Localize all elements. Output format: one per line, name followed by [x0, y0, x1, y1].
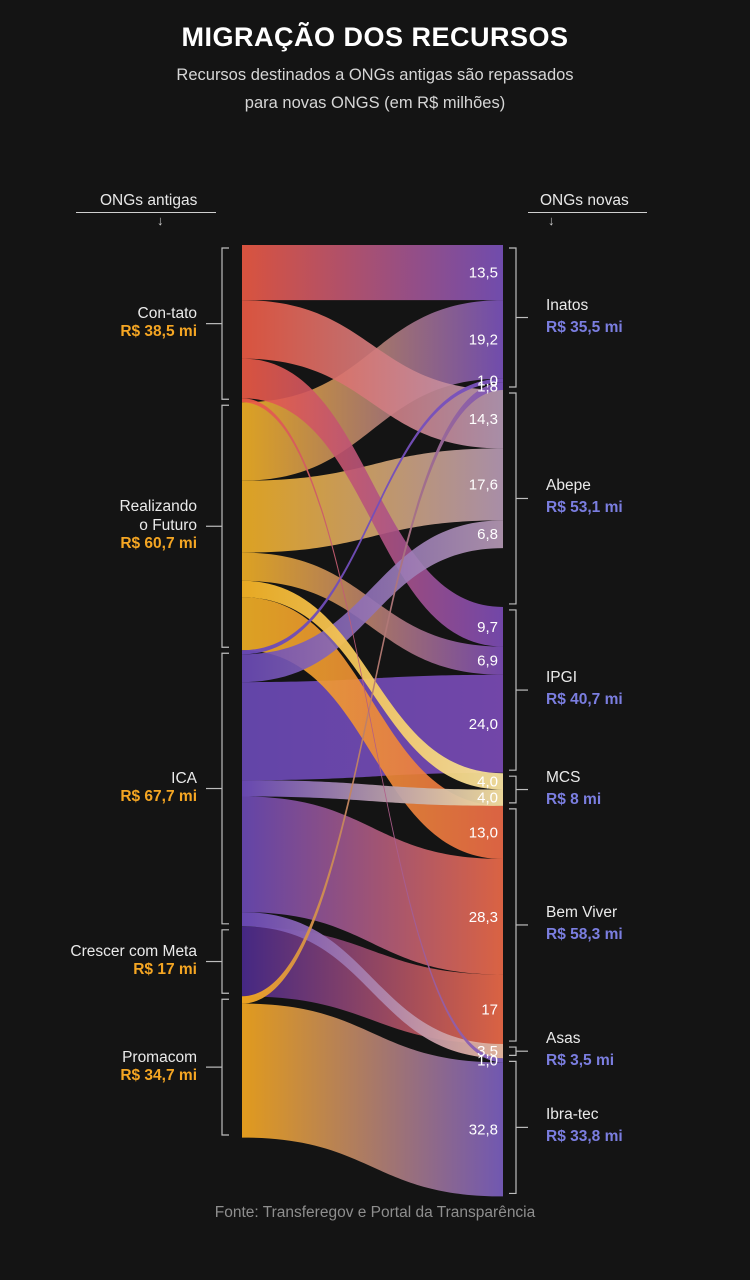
page-title: MIGRAÇÃO DOS RECURSOS — [181, 22, 569, 52]
flow-value-label: 1,0 — [477, 1052, 498, 1069]
right-column-header: ONGs novas — [540, 192, 629, 209]
flow-value-label: 1,8 — [477, 378, 498, 395]
old-ngo-name: Realizando — [119, 498, 197, 516]
flow-value-label: 19,2 — [469, 331, 498, 348]
old-ngo-name: Promacom — [122, 1048, 197, 1066]
new-ngo-value: R$ 35,5 mi — [546, 318, 623, 336]
flow-value-label: 17,6 — [469, 476, 498, 493]
old-ngo-value: R$ 34,7 mi — [120, 1066, 197, 1084]
old-ngo-bracket — [206, 247, 229, 400]
old-ngo-bracket — [206, 998, 229, 1136]
new-ngo-bracket — [509, 392, 528, 605]
right-down-arrow-icon: ↓ — [548, 213, 555, 228]
flow-band — [242, 796, 503, 975]
flow-band — [242, 245, 503, 301]
flow-band — [242, 520, 503, 683]
new-ngo-value: R$ 33,8 mi — [546, 1128, 623, 1146]
flow-value-label: 6,9 — [477, 653, 498, 670]
flow-value-labels: 32,8 28,3 24,0 19,2 17,6 17 14,3 13,5 13,0 9,7 6,9… — [469, 265, 498, 1139]
old-ngo-bracket — [206, 929, 229, 994]
new-ngo-value: R$ 40,7 mi — [546, 691, 623, 709]
new-ngo-name: Ibra-tec — [546, 1106, 599, 1124]
new-ngo-bracket — [509, 808, 528, 1042]
new-ngo-name: Abepe — [546, 477, 591, 495]
flow-value-label: 13,0 — [469, 824, 498, 841]
subtitle-line-1: Recursos destinados a ONGs antigas são r… — [176, 66, 574, 84]
new-ngo-bracket — [509, 609, 528, 771]
new-ngo-value: R$ 8 mi — [546, 790, 602, 808]
flow-band — [242, 1003, 503, 1197]
flow-band — [242, 398, 503, 1063]
old-ngo-bracket — [206, 652, 229, 925]
old-ngo-value: R$ 60,7 mi — [120, 535, 197, 553]
flow-value-label: 4,0 — [477, 790, 498, 807]
old-ngo-name: o Futuro — [139, 517, 197, 535]
flow-value-label: 9,7 — [477, 619, 498, 636]
old-ngo-name: Con-tato — [137, 305, 197, 323]
flow-value-label: 13,5 — [469, 265, 498, 282]
old-ngo-name: Crescer com Meta — [70, 943, 197, 961]
new-ngo-name: IPGI — [546, 669, 578, 687]
source-footer: Fonte: Transferegov e Portal da Transpar… — [214, 1204, 536, 1221]
new-ngo-name: Asas — [546, 1030, 581, 1048]
new-ngo-bracket — [509, 247, 528, 388]
flow-value-label: 28,3 — [469, 909, 498, 926]
flow-band — [242, 378, 503, 655]
old-ngo-value: R$ 17 mi — [133, 961, 197, 979]
subtitle-line-2: para novas ONGS (em R$ milhões) — [244, 94, 506, 112]
new-ngo-name: Bem Viver — [546, 903, 618, 921]
right-header-rule — [528, 212, 647, 213]
flow-value-label: 1,0 — [477, 373, 498, 390]
old-ngo-name: ICA — [171, 770, 197, 788]
left-header-rule — [76, 212, 216, 213]
old-ngo-bracket — [206, 404, 229, 648]
new-ngo-bracket — [509, 775, 528, 804]
flow-value-label: 4,0 — [477, 773, 498, 790]
flow-band — [242, 358, 503, 647]
left-column-header: ONGs antigas — [100, 192, 198, 209]
flow-band — [242, 912, 503, 1059]
left-down-arrow-icon: ↓ — [157, 213, 164, 228]
flow-band — [242, 780, 503, 806]
new-ngo-value: R$ 58,3 mi — [546, 925, 623, 943]
new-ngo-name: Inatos — [546, 296, 589, 314]
flow-value-label: 14,3 — [469, 411, 498, 428]
flow-value-label: 3,5 — [477, 1043, 498, 1060]
new-ngo-bracket — [509, 1046, 528, 1056]
old-ngo-value: R$ 67,7 mi — [120, 788, 197, 806]
flow-value-label: 6,8 — [477, 526, 498, 543]
new-ngo-name: MCS — [546, 768, 581, 786]
flow-value-label: 32,8 — [469, 1121, 498, 1138]
flow-band — [242, 580, 503, 790]
new-ngo-bracket — [509, 1060, 528, 1195]
new-ngo-value: R$ 53,1 mi — [546, 499, 623, 517]
new-ngo-value: R$ 3,5 mi — [546, 1052, 615, 1070]
flow-value-label: 24,0 — [469, 716, 498, 733]
flow-band — [242, 382, 503, 1004]
old-ngo-value: R$ 38,5 mi — [120, 323, 197, 341]
flow-value-label: 17 — [481, 1001, 498, 1018]
